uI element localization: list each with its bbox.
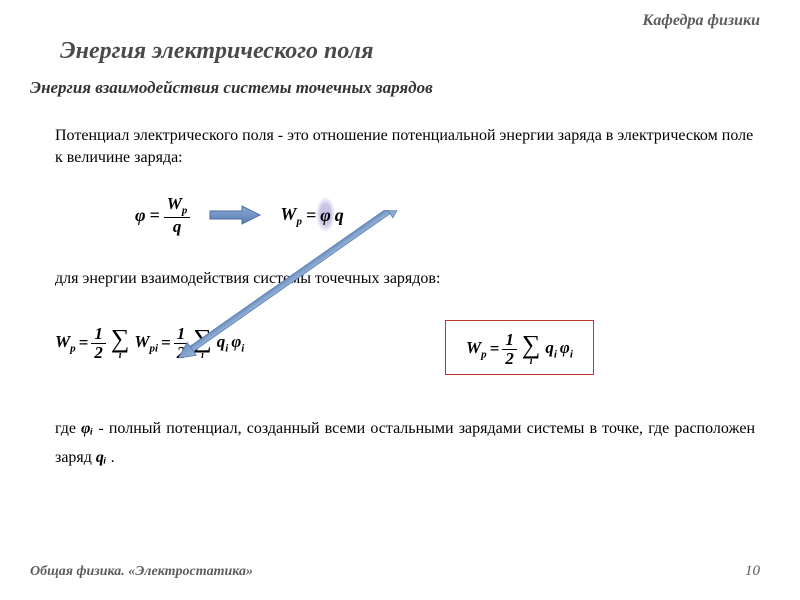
dept-label: Кафедра физики <box>643 12 760 30</box>
sum-box: ∑ i <box>522 333 541 365</box>
sum-2: ∑ i <box>193 327 212 359</box>
p3-pre: где <box>55 420 81 437</box>
fraction-wp-q: Wp q <box>164 195 191 236</box>
phi-i-sub: i <box>570 349 573 361</box>
q-var: q <box>335 205 344 226</box>
equation-row-1: φ = Wp q Wp = φ q <box>135 195 344 236</box>
section-subtitle: Энергия взаимодействия системы точечных … <box>30 78 433 98</box>
sum-idx: i <box>201 351 204 360</box>
half-num: 1 <box>174 325 189 343</box>
p3-post: . <box>111 449 115 466</box>
qi-sub: i <box>225 343 228 355</box>
paragraph-2: для энергии взаимодействия системы точеч… <box>55 270 440 288</box>
phi-var: φ <box>135 205 146 226</box>
W-sub: p <box>70 343 76 355</box>
sum-idx: i <box>530 357 533 366</box>
arrow-right-icon <box>208 204 262 226</box>
equals: = <box>150 205 160 226</box>
phi-i-var: φ <box>560 338 570 357</box>
phi-highlighted: φ <box>320 205 331 226</box>
half-num: 1 <box>502 331 517 349</box>
eq-phi-def: φ = Wp q <box>135 195 190 236</box>
equals: = <box>79 333 89 353</box>
half-den: 2 <box>174 344 189 362</box>
qi-sub: i <box>554 349 557 361</box>
equals: = <box>490 339 500 359</box>
half-den: 2 <box>91 344 106 362</box>
paragraph-3: где φᵢ - полный потенциал, созданный все… <box>55 415 755 473</box>
p3-phi-i: φᵢ <box>81 420 93 437</box>
phi-i-var: φ <box>231 332 241 351</box>
half-den: 2 <box>502 350 517 368</box>
page-title: Энергия электрического поля <box>60 38 374 65</box>
p3-qi: qᵢ <box>96 449 107 466</box>
equals: = <box>306 205 316 226</box>
denominator-q: q <box>170 218 185 236</box>
Wpi-sub: pi <box>149 343 158 355</box>
numerator-sub: p <box>182 204 188 216</box>
paragraph-1: Потенциал электрического поля - это отно… <box>55 125 755 168</box>
half-2: 1 2 <box>174 325 189 362</box>
half-num: 1 <box>91 325 106 343</box>
p3-mid: - полный потенциал, созданный всеми оста… <box>55 420 755 466</box>
W-sub: p <box>296 215 302 227</box>
numerator-W: W <box>167 194 182 213</box>
boxed-equation: Wp = 1 2 ∑ i qi φi <box>445 320 594 375</box>
equals: = <box>161 333 171 353</box>
W-sub: p <box>481 349 487 361</box>
W-var: W <box>280 204 296 224</box>
half-1: 1 2 <box>91 325 106 362</box>
phi-i-sub: i <box>241 343 244 355</box>
qi-var: q <box>545 338 554 357</box>
Wpi-var: W <box>134 332 149 351</box>
W-var: W <box>55 332 70 351</box>
qi-var: q <box>217 332 226 351</box>
sum-idx: i <box>119 351 122 360</box>
sum-1: ∑ i <box>111 327 130 359</box>
page-number: 10 <box>745 563 760 580</box>
equation-energy-sum: Wp = 1 2 ∑ i Wpi = 1 2 ∑ i qi φi <box>55 325 244 362</box>
eq-wp-phi-q: Wp = φ q <box>280 204 343 228</box>
footer-course: Общая физика. «Электростатика» <box>30 564 253 580</box>
half-box: 1 2 <box>502 331 517 368</box>
W-var: W <box>466 338 481 357</box>
